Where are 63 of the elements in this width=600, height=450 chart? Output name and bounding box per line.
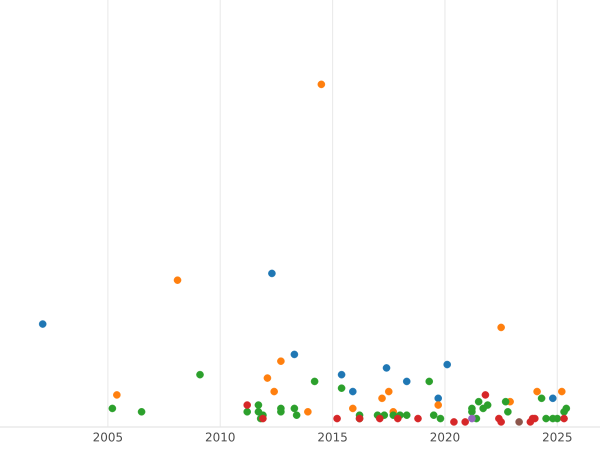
point — [113, 391, 121, 399]
point — [497, 418, 505, 426]
point — [277, 357, 285, 365]
point — [376, 414, 384, 422]
x-tick-label: 2025 — [542, 432, 572, 442]
point — [196, 370, 204, 378]
x-tick-label: 2005 — [94, 432, 122, 442]
point — [414, 414, 422, 422]
point — [292, 411, 300, 419]
point — [268, 270, 276, 278]
point — [378, 394, 386, 402]
point — [450, 418, 458, 426]
point — [108, 404, 116, 412]
point — [542, 414, 550, 422]
point — [461, 418, 469, 426]
point — [468, 414, 476, 422]
point — [538, 394, 546, 402]
x-tick-label: 2015 — [318, 432, 347, 442]
point — [243, 401, 251, 409]
point — [502, 398, 510, 406]
point — [430, 411, 438, 419]
point — [290, 404, 298, 412]
point — [349, 388, 357, 396]
point — [254, 401, 262, 409]
point — [243, 408, 251, 416]
point — [549, 394, 557, 402]
point — [484, 401, 492, 409]
point — [259, 414, 267, 422]
point — [482, 391, 490, 399]
point — [394, 414, 402, 422]
point — [434, 401, 442, 409]
point — [310, 378, 318, 386]
point — [333, 414, 341, 422]
point — [504, 408, 512, 416]
point — [533, 388, 541, 396]
point — [338, 370, 346, 378]
point — [562, 404, 570, 412]
point — [290, 350, 298, 358]
point — [497, 324, 505, 332]
point — [434, 394, 442, 402]
point — [554, 414, 562, 422]
x-tick-label: 2010 — [206, 432, 235, 442]
point — [304, 408, 312, 416]
x-tick-label: 2020 — [430, 432, 460, 442]
point — [270, 388, 278, 396]
point — [558, 388, 566, 396]
point — [264, 374, 272, 382]
point — [174, 276, 182, 284]
point — [318, 80, 326, 88]
point — [425, 378, 434, 386]
point — [382, 364, 390, 372]
point — [384, 388, 393, 396]
point — [38, 320, 46, 328]
point — [443, 360, 451, 368]
point — [474, 398, 482, 406]
point — [436, 414, 444, 422]
point — [402, 378, 411, 386]
point — [560, 414, 568, 422]
point — [349, 404, 357, 412]
point — [138, 408, 146, 416]
point — [338, 384, 346, 392]
point — [515, 418, 523, 426]
point — [402, 411, 411, 419]
